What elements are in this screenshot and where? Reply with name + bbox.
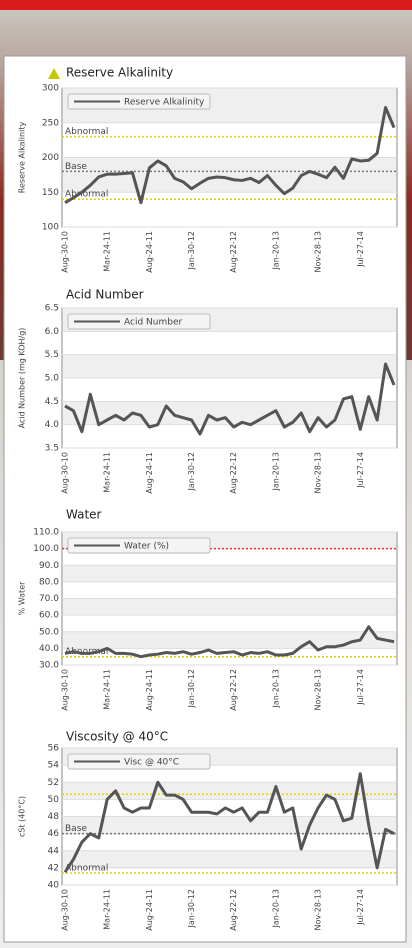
y-tick-label: 52 <box>48 778 59 788</box>
y-tick-label: 40.0 <box>39 644 59 654</box>
y-tick-label: 60.0 <box>39 611 59 621</box>
x-tick-label: Jul-27-14 <box>356 231 365 268</box>
y-axis-label: Reserve Alkalinity <box>18 122 27 194</box>
legend-label: Acid Number <box>124 318 182 328</box>
legend-label: Visc @ 40°C <box>124 758 179 768</box>
chart-title: Viscosity @ 40°C <box>66 730 168 744</box>
y-axis-label: cSt (40°C) <box>18 796 27 837</box>
grid-band <box>63 355 396 378</box>
y-tick-label: 50 <box>48 795 60 805</box>
y-tick-label: 4.5 <box>45 397 59 407</box>
x-tick-label: Nov-28-13 <box>314 669 323 711</box>
y-tick-label: 100.0 <box>33 544 59 554</box>
y-tick-label: 110.0 <box>33 528 59 538</box>
y-tick-label: 300 <box>42 84 59 94</box>
y-tick-label: 44 <box>48 846 60 856</box>
y-tick-label: 48 <box>48 812 60 822</box>
x-tick-label: Nov-28-13 <box>314 231 323 273</box>
x-tick-label: Aug-24-11 <box>145 889 154 931</box>
grid-band <box>63 599 396 616</box>
y-tick-label: 250 <box>42 118 59 128</box>
legend-label: Water (%) <box>124 542 169 552</box>
x-tick-label: Aug-22-12 <box>229 231 238 273</box>
x-tick-label: Aug-24-11 <box>145 669 154 711</box>
x-tick-label: Mar-24-11 <box>103 452 112 493</box>
x-tick-label: Jan-20-13 <box>271 889 280 928</box>
x-tick-label: Aug-24-11 <box>145 452 154 494</box>
chart-title: Reserve Alkalinity <box>66 66 173 80</box>
y-tick-label: 30.0 <box>39 661 59 671</box>
y-tick-label: 5.0 <box>45 374 60 384</box>
y-tick-label: 150 <box>42 188 59 198</box>
grid-band <box>63 851 396 868</box>
x-tick-label: Jan-30-12 <box>187 669 196 708</box>
y-tick-label: 56 <box>48 744 60 754</box>
x-tick-label: Mar-24-11 <box>103 231 112 272</box>
y-tick-label: 50.0 <box>39 627 59 637</box>
x-tick-label: Aug-22-12 <box>229 669 238 711</box>
y-tick-label: 46 <box>48 829 60 839</box>
x-tick-label: Aug-30-10 <box>61 452 70 494</box>
x-tick-label: Jan-20-13 <box>271 669 280 708</box>
y-axis-label: Acid Number (mg KOH/g) <box>18 328 27 429</box>
x-tick-label: Jul-27-14 <box>356 669 365 706</box>
grid-band <box>63 782 396 799</box>
y-tick-label: 54 <box>48 761 60 771</box>
x-tick-label: Jan-20-13 <box>271 231 280 270</box>
x-tick-label: Jan-20-13 <box>271 452 280 491</box>
x-tick-label: Aug-22-12 <box>229 452 238 494</box>
y-tick-label: 3.5 <box>45 444 59 454</box>
y-tick-label: 6.0 <box>45 327 60 337</box>
x-tick-label: Aug-30-10 <box>61 889 70 931</box>
legend-label: Reserve Alkalinity <box>124 98 205 108</box>
y-axis-label: % Water <box>18 581 27 616</box>
x-tick-label: Nov-28-13 <box>314 452 323 494</box>
x-tick-label: Nov-28-13 <box>314 889 323 931</box>
y-tick-label: 80.0 <box>39 577 59 587</box>
y-tick-label: 90.0 <box>39 561 59 571</box>
x-tick-label: Aug-24-11 <box>145 231 154 273</box>
x-tick-label: Jul-27-14 <box>356 889 365 926</box>
y-tick-label: 40 <box>48 881 60 891</box>
grid-band <box>63 632 396 649</box>
x-tick-label: Jan-30-12 <box>187 889 196 928</box>
y-tick-label: 6.5 <box>45 304 59 314</box>
x-tick-label: Aug-30-10 <box>61 669 70 711</box>
x-tick-label: Aug-22-12 <box>229 889 238 931</box>
x-tick-label: Mar-24-11 <box>103 889 112 930</box>
x-tick-label: Mar-24-11 <box>103 669 112 710</box>
charts-panel: Reserve Alkalinity 100 150 200 250 300 Reserve… <box>0 0 412 948</box>
y-tick-label: 200 <box>42 153 59 163</box>
page: {"chart_data":[ {"type":"line","title":"… <box>0 0 412 948</box>
reference-label: Abnormal <box>65 864 108 874</box>
y-tick-label: 42 <box>48 863 59 873</box>
y-tick-label: 5.5 <box>45 350 59 360</box>
chart-title: Water <box>66 508 102 522</box>
y-tick-label: 4.0 <box>45 420 60 430</box>
y-tick-label: 100 <box>42 223 59 233</box>
y-tick-label: 70.0 <box>39 594 59 604</box>
x-tick-label: Aug-30-10 <box>61 231 70 273</box>
x-tick-label: Jan-30-12 <box>187 231 196 270</box>
reference-label: Abnormal <box>65 127 108 137</box>
reference-label: Base <box>65 162 87 172</box>
x-tick-label: Jul-27-14 <box>356 452 365 489</box>
reference-label: Base <box>65 824 87 834</box>
x-tick-label: Jan-30-12 <box>187 452 196 491</box>
grid-band <box>63 565 396 582</box>
chart-title: Acid Number <box>66 288 144 302</box>
